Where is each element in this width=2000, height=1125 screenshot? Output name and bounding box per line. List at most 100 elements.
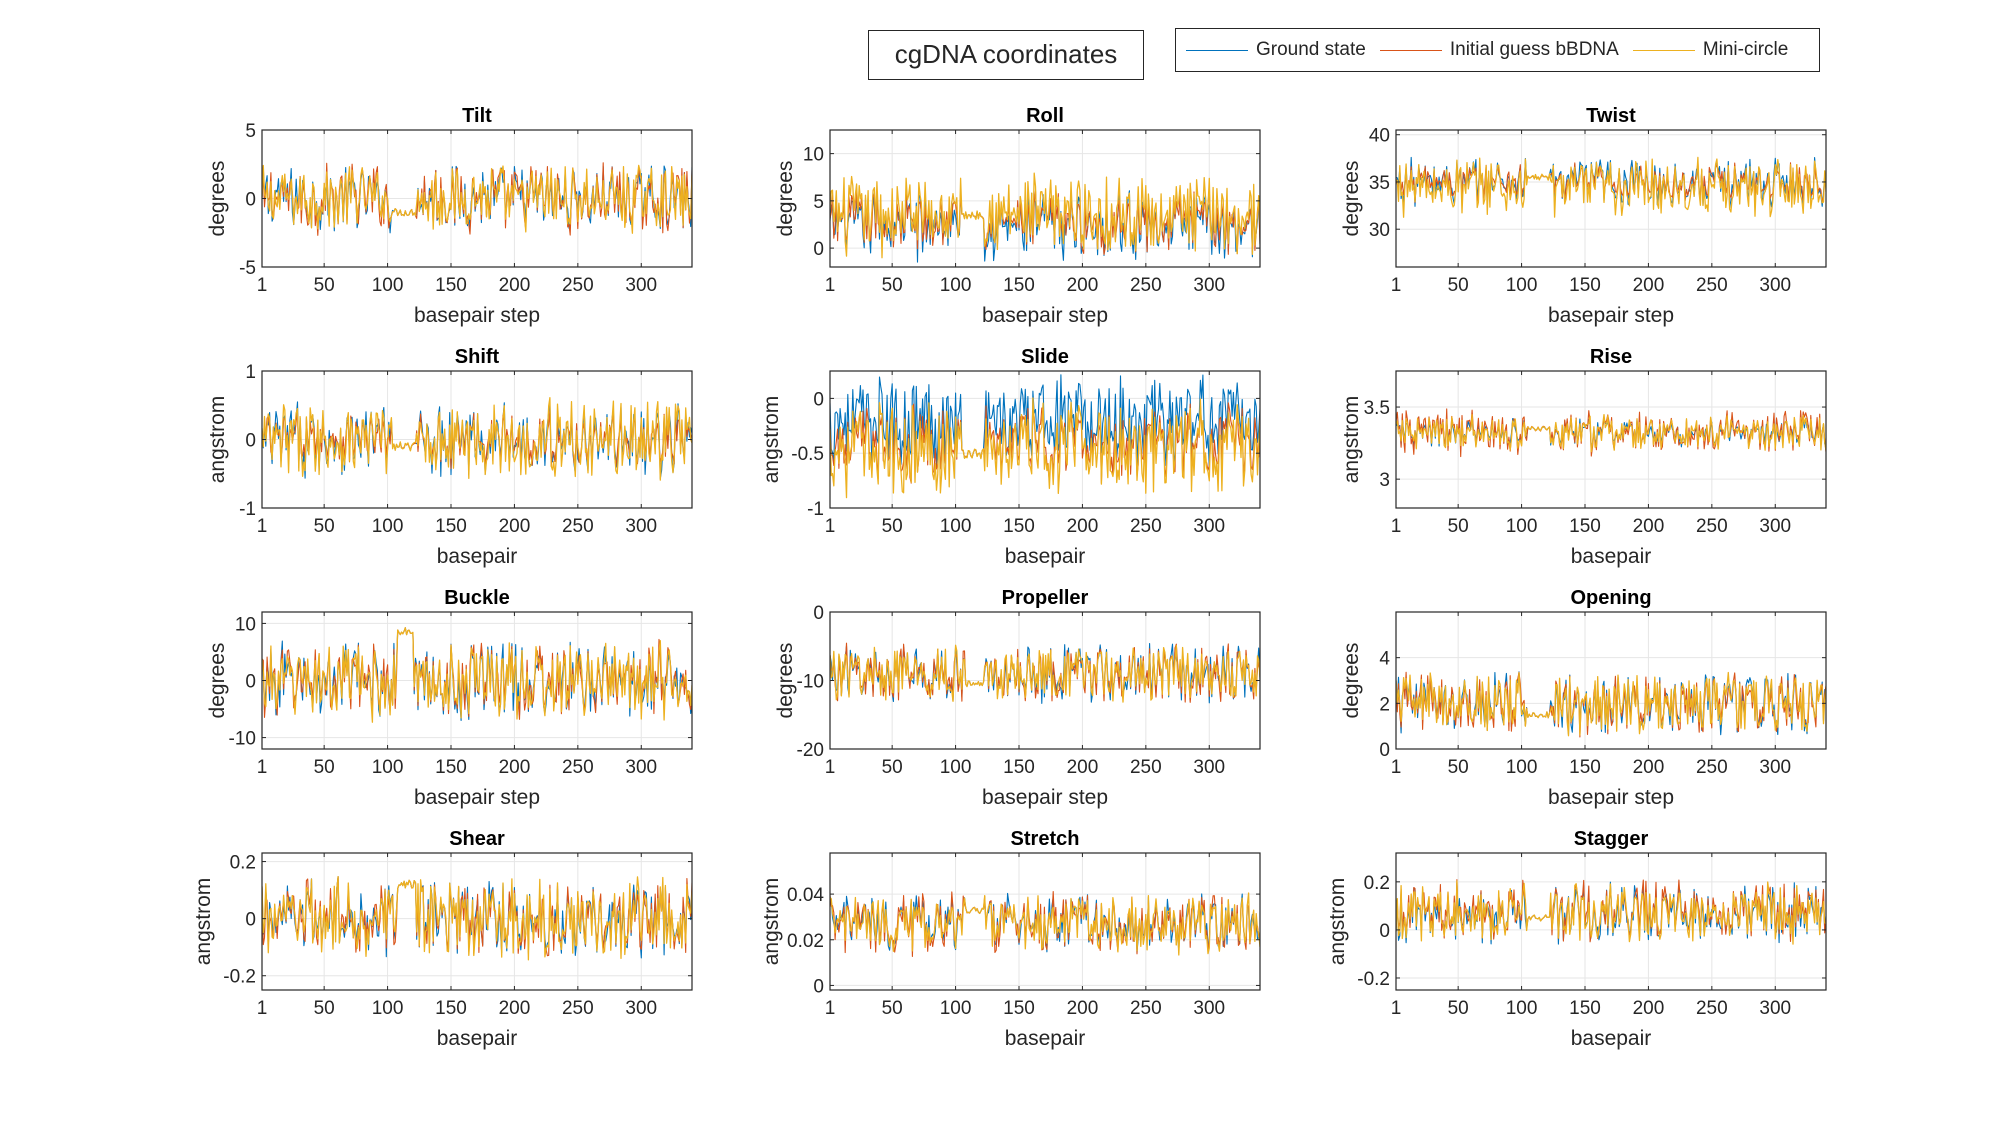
y-tick-label: 0 xyxy=(813,239,824,260)
x-tick-label: 300 xyxy=(1193,516,1225,537)
legend-swatch-initial-guess xyxy=(1379,49,1442,51)
series-group xyxy=(1396,156,1826,218)
y-axis-label: angstrom xyxy=(760,878,783,966)
x-tick-label: 200 xyxy=(1067,998,1099,1019)
x-tick-label: 100 xyxy=(1506,275,1538,296)
subplot-rise: 1 50 100 150 200 250 30033.5Risebasepairangstr… xyxy=(1340,346,1827,568)
x-tick-label: 1 xyxy=(257,275,268,296)
series-group xyxy=(262,397,692,481)
legend-item-initial-guess[interactable]: Initial guess bBDNA xyxy=(1379,39,1619,61)
y-axis-label: angstrom xyxy=(192,878,215,966)
x-tick-label: 1 xyxy=(257,998,268,1019)
x-tick-label: 250 xyxy=(562,516,594,537)
x-tick-label: 100 xyxy=(372,516,404,537)
y-axis-label: angstrom xyxy=(760,396,783,484)
series-line-mini-circle xyxy=(1396,880,1826,945)
x-tick-label: 150 xyxy=(435,757,467,778)
x-axis-label: basepair xyxy=(1571,1027,1652,1050)
y-axis-label: degrees xyxy=(206,643,229,719)
legend-swatch-ground-state xyxy=(1186,49,1248,51)
x-tick-label: 50 xyxy=(882,516,903,537)
x-tick-label: 150 xyxy=(1569,998,1601,1019)
x-tick-label: 250 xyxy=(1696,998,1728,1019)
x-tick-label: 50 xyxy=(1448,998,1469,1019)
y-tick-label: -0.2 xyxy=(1357,969,1390,990)
y-tick-label: -1 xyxy=(239,499,256,520)
x-tick-label: 1 xyxy=(825,516,836,537)
x-tick-label: 250 xyxy=(1696,275,1728,296)
x-tick-label: 1 xyxy=(1391,757,1402,778)
x-axis-label: basepair xyxy=(1005,1027,1086,1050)
legend-swatch-mini-circle xyxy=(1632,49,1695,51)
x-tick-label: 150 xyxy=(1569,275,1601,296)
x-tick-label: 100 xyxy=(940,998,972,1019)
x-tick-label: 50 xyxy=(314,757,335,778)
y-tick-label: -20 xyxy=(797,740,824,761)
y-tick-label: 0 xyxy=(1379,740,1390,761)
x-tick-label: 250 xyxy=(1130,516,1162,537)
subplot-title: Tilt xyxy=(462,105,492,127)
series-group xyxy=(830,891,1260,958)
axes-box xyxy=(829,852,1261,991)
y-tick-label: 0 xyxy=(245,910,256,931)
x-tick-label: 100 xyxy=(1506,757,1538,778)
y-tick-label: 0 xyxy=(813,976,824,997)
series-line-mini-circle xyxy=(830,397,1260,499)
x-tick-label: 300 xyxy=(1759,998,1791,1019)
series-line-mini-circle xyxy=(830,644,1260,703)
x-tick-label: 100 xyxy=(940,275,972,296)
series-group xyxy=(830,642,1260,704)
x-tick-label: 200 xyxy=(499,757,531,778)
x-tick-label: 100 xyxy=(940,516,972,537)
x-axis-label: basepair step xyxy=(1548,786,1674,809)
x-tick-label: 250 xyxy=(1696,757,1728,778)
x-axis-label: basepair step xyxy=(414,304,540,327)
axes-box xyxy=(261,852,693,991)
x-tick-label: 250 xyxy=(562,998,594,1019)
legend-item-ground-state[interactable]: Ground state xyxy=(1186,39,1366,61)
axes-box xyxy=(1395,852,1827,991)
subplot-title: Buckle xyxy=(444,587,510,609)
subplot-title: Stagger xyxy=(1574,828,1649,850)
y-tick-label: 2 xyxy=(1379,694,1390,715)
subplot-shift: 1 50 100 150 200 250 300-101Shiftbasepairangst… xyxy=(206,346,693,568)
subplot-title: Roll xyxy=(1026,105,1064,127)
x-tick-label: 150 xyxy=(1569,516,1601,537)
x-axis-label: basepair step xyxy=(982,304,1108,327)
subplot-stagger: 1 50 100 150 200 250 300-0.200.2Staggerbasepai… xyxy=(1326,828,1827,1050)
x-tick-label: 150 xyxy=(435,516,467,537)
y-tick-label: -0.5 xyxy=(791,444,824,465)
x-axis-label: basepair xyxy=(1571,545,1652,568)
legend-label: Mini-circle xyxy=(1702,39,1789,60)
y-axis-label: degrees xyxy=(774,161,797,237)
x-tick-label: 150 xyxy=(435,998,467,1019)
y-axis-label: angstrom xyxy=(1340,396,1363,484)
x-axis-label: basepair step xyxy=(1548,304,1674,327)
y-tick-label: -0.2 xyxy=(223,967,256,988)
series-line-mini-circle xyxy=(830,172,1260,259)
y-tick-label: 5 xyxy=(813,192,824,213)
subplot-slide: 1 50 100 150 200 250 300-1-0.50Slidebasepairan… xyxy=(760,346,1261,568)
series-group xyxy=(262,876,692,961)
x-tick-label: 50 xyxy=(314,516,335,537)
x-tick-label: 100 xyxy=(940,757,972,778)
y-tick-label: 0 xyxy=(245,672,256,693)
axes-box xyxy=(1395,370,1827,509)
legend-item-mini-circle[interactable]: Mini-circle xyxy=(1632,39,1789,61)
y-axis-label: degrees xyxy=(774,643,797,719)
series-group xyxy=(830,172,1260,263)
x-tick-label: 50 xyxy=(1448,516,1469,537)
x-tick-label: 300 xyxy=(625,275,657,296)
x-tick-label: 1 xyxy=(825,998,836,1019)
y-tick-label: 4 xyxy=(1379,649,1390,670)
x-tick-label: 50 xyxy=(1448,275,1469,296)
x-tick-label: 200 xyxy=(499,998,531,1019)
legend[interactable]: Ground state Initial guess bBDNA Mini-ci… xyxy=(1175,28,1820,72)
y-tick-label: -5 xyxy=(239,258,256,279)
y-tick-label: 3.5 xyxy=(1364,398,1390,419)
x-axis-label: basepair xyxy=(1005,545,1086,568)
y-tick-label: 1 xyxy=(245,362,256,383)
x-tick-label: 150 xyxy=(1003,998,1035,1019)
x-tick-label: 200 xyxy=(1633,998,1665,1019)
